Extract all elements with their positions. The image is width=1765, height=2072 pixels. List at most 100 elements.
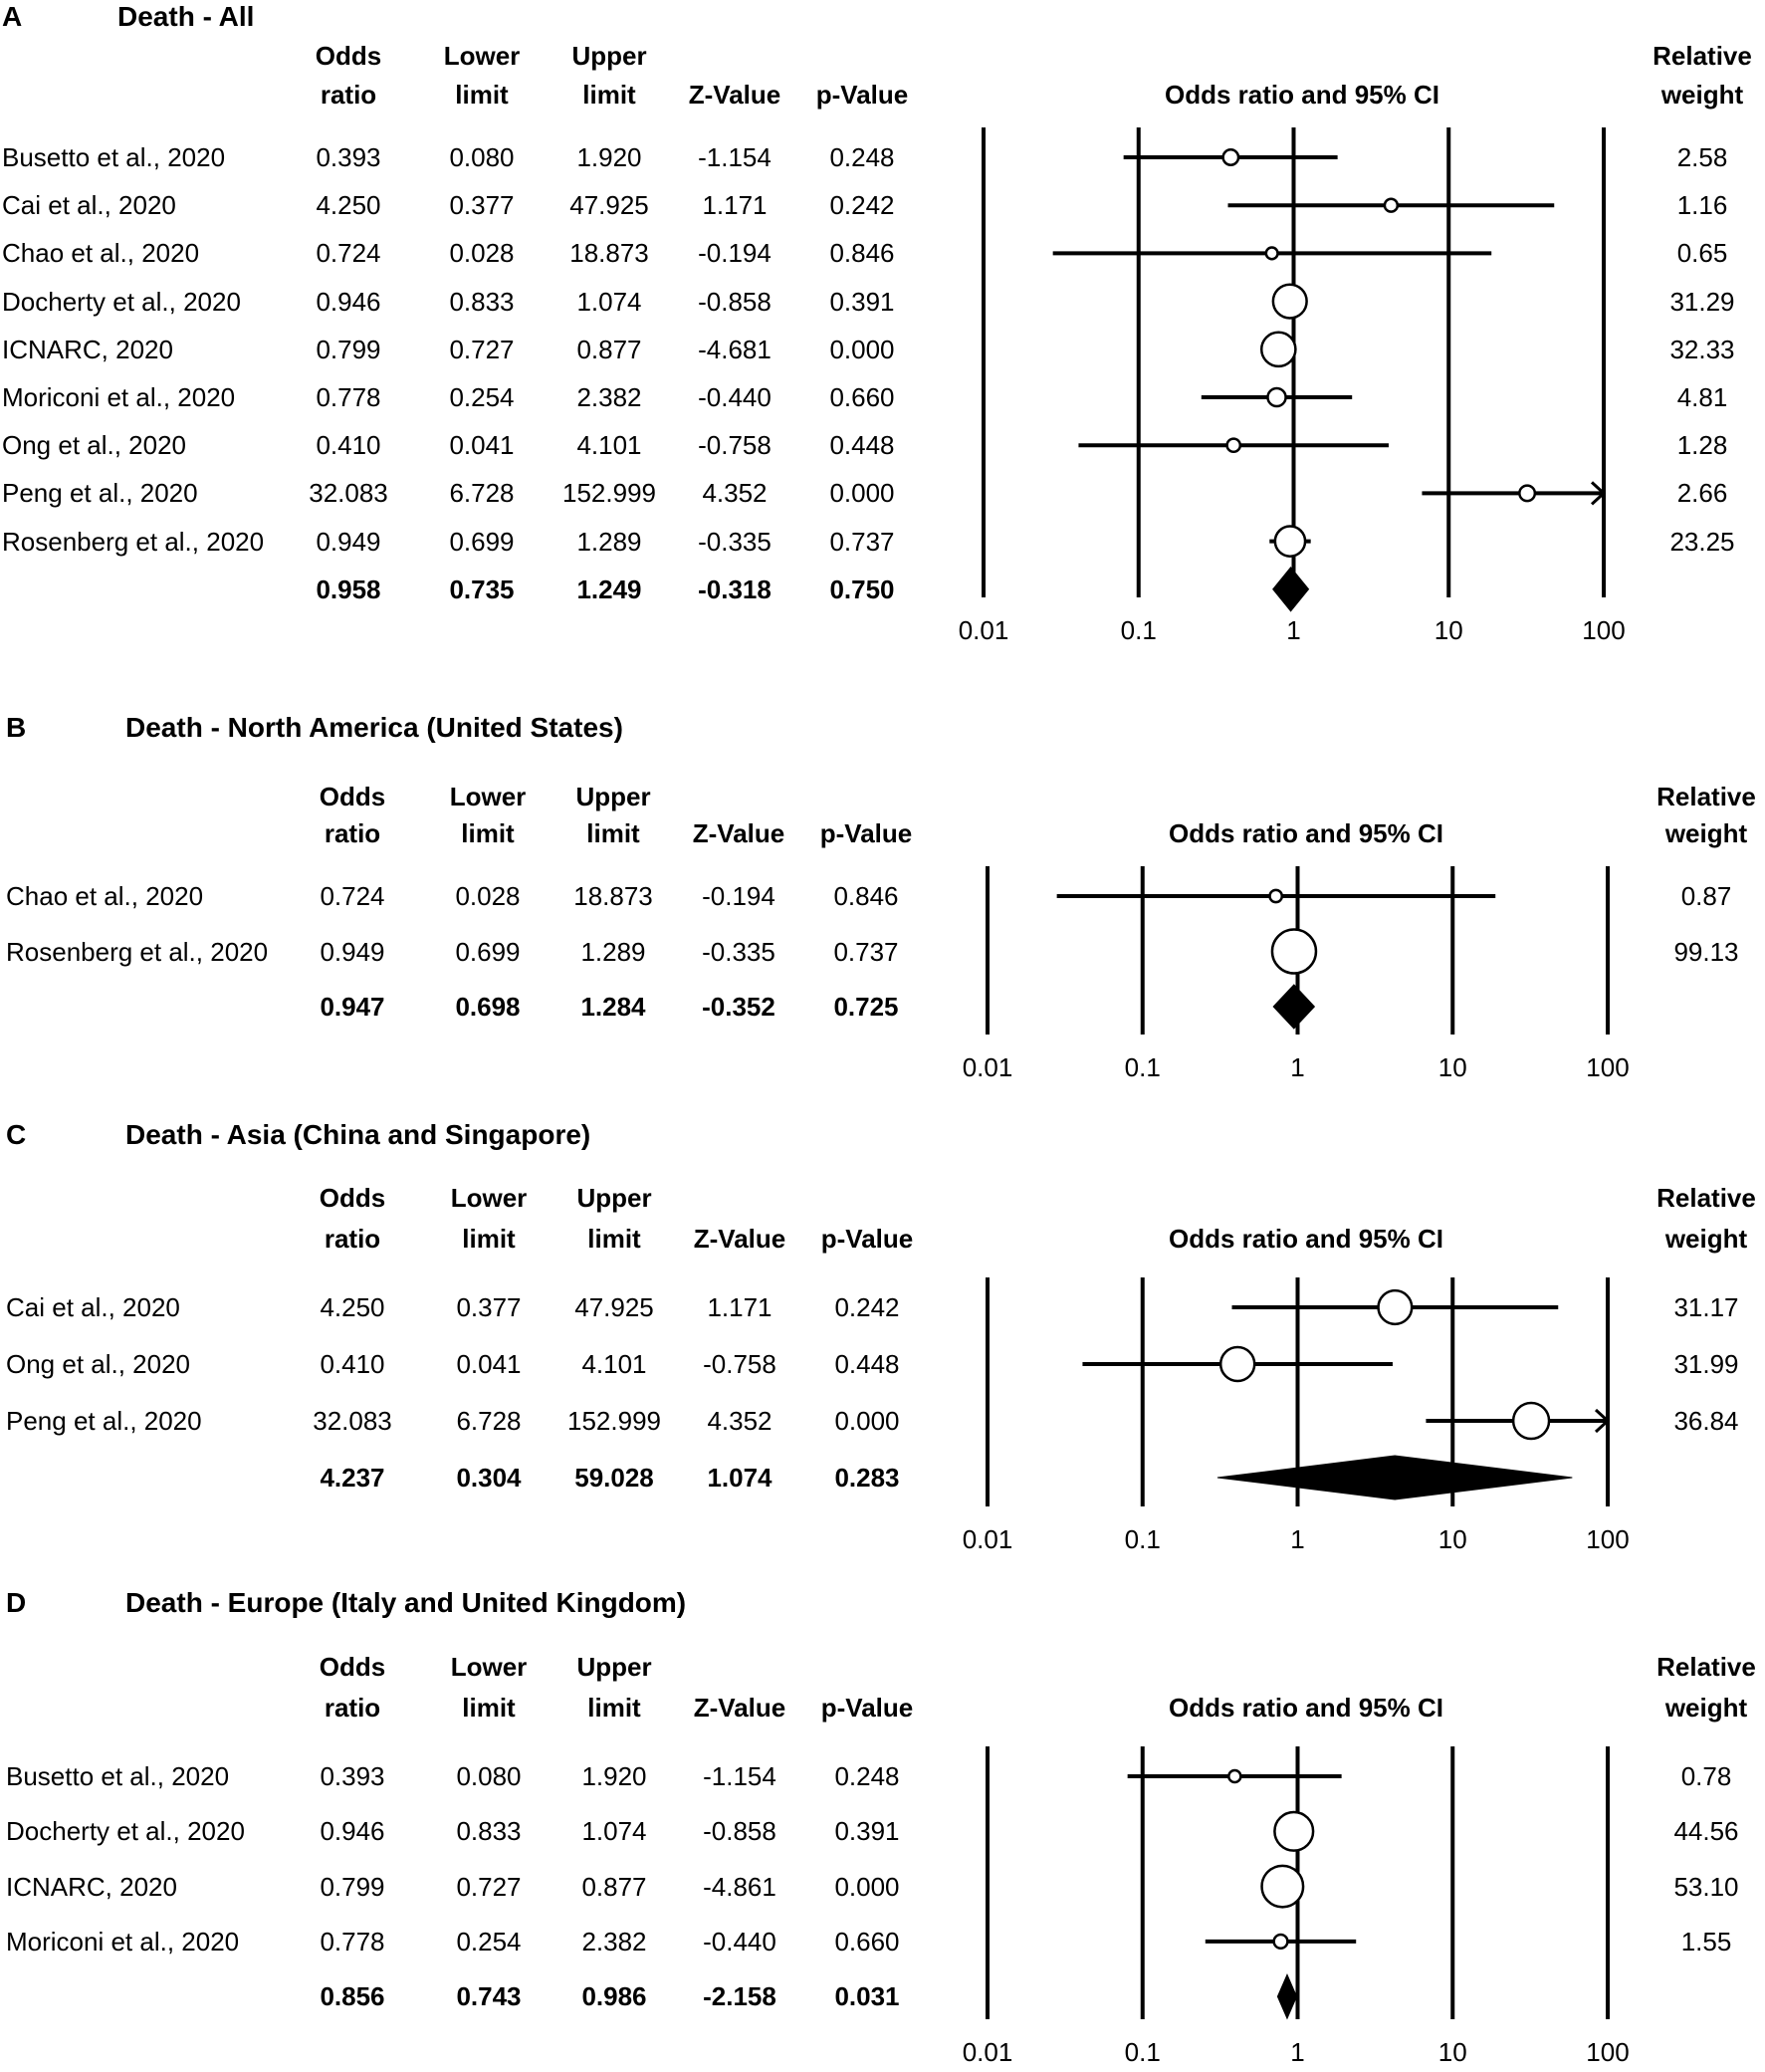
panel-a-row-or: 0.724 bbox=[316, 238, 381, 269]
panel-b-row-z: -0.194 bbox=[702, 881, 775, 911]
panel-c-row-lower: 6.728 bbox=[456, 1406, 522, 1436]
panel-a-row-weight: 31.29 bbox=[1669, 286, 1735, 317]
panel-c-ci-arrow bbox=[1594, 1408, 1611, 1434]
panel-d-summary-z: -2.158 bbox=[703, 1981, 776, 2012]
panel-b-point-estimate bbox=[1270, 928, 1318, 975]
panel-a-row-lower: 0.080 bbox=[449, 142, 515, 172]
panel-a-summary-upper: 1.249 bbox=[576, 574, 642, 604]
panel-a-hdr-ci: Odds ratio and 95% CI bbox=[1165, 80, 1439, 110]
panel-b-row-weight: 0.87 bbox=[1680, 881, 1732, 911]
panel-d-row-upper: 0.877 bbox=[581, 1871, 647, 1902]
panel-a-row-or: 0.799 bbox=[316, 334, 381, 364]
panel-d-hdr-weight-2: weight bbox=[1664, 1693, 1748, 1723]
panel-a-row-upper: 1.920 bbox=[576, 142, 642, 172]
panel-c-row-lower: 0.377 bbox=[456, 1292, 522, 1322]
panel-a-row-p: 0.000 bbox=[829, 334, 895, 364]
panel-a-letter: A bbox=[2, 1, 23, 32]
panel-b-row-or: 0.949 bbox=[320, 936, 385, 967]
panel-a-row-z: 4.352 bbox=[702, 478, 768, 509]
panel-a-row-upper: 4.101 bbox=[576, 430, 642, 461]
panel-d-row-z: -1.154 bbox=[703, 1761, 776, 1791]
panel-b-row-study: Rosenberg et al., 2020 bbox=[6, 936, 269, 967]
panel-b-hdr-ci: Odds ratio and 95% CI bbox=[1169, 818, 1443, 848]
panel-c-summary-or: 4.237 bbox=[320, 1463, 385, 1493]
panel-a-row-upper: 2.382 bbox=[576, 382, 642, 412]
panel-c-row-weight: 31.99 bbox=[1673, 1349, 1739, 1379]
panel-b-tick-label: 100 bbox=[1586, 1052, 1629, 1082]
panel-a-hdr-odds-ratio-2: ratio bbox=[320, 80, 377, 110]
panel-a-point-estimate bbox=[1266, 386, 1287, 408]
panel-c-hdr-weight-2: weight bbox=[1664, 1224, 1748, 1254]
panel-a-row-lower: 0.377 bbox=[449, 190, 515, 221]
panel-a-tick-label: 0.01 bbox=[959, 615, 1009, 645]
panel-a-point-estimate bbox=[1518, 484, 1537, 503]
panel-d-hdr-odds-ratio-2: ratio bbox=[324, 1693, 381, 1723]
panel-b-hdr-upper-limit-1: Upper bbox=[575, 782, 651, 811]
panel-d-row-lower: 0.727 bbox=[456, 1871, 522, 1902]
panel-a-hdr-weight-2: weight bbox=[1660, 80, 1744, 110]
panel-b-summary-diamond bbox=[1272, 984, 1316, 1030]
panel-a-row-study: Chao et al., 2020 bbox=[2, 238, 200, 269]
panel-d-point-estimate bbox=[1272, 1933, 1289, 1951]
panel-c-hdr-ci: Odds ratio and 95% CI bbox=[1169, 1224, 1443, 1254]
panel-d-row-weight: 1.55 bbox=[1680, 1926, 1732, 1957]
panel-a-row-upper: 152.999 bbox=[562, 478, 656, 509]
panel-c-row-or: 4.250 bbox=[320, 1292, 385, 1322]
panel-c-hdr-weight-1: Relative bbox=[1656, 1183, 1756, 1213]
panel-b-tick-label: 1 bbox=[1290, 1052, 1304, 1082]
panel-a-row-lower: 6.728 bbox=[449, 478, 515, 509]
panel-b-summary-p: 0.725 bbox=[833, 992, 899, 1022]
panel-d-forest-plot: 0.01 0.1 1 10 100 bbox=[963, 1746, 1630, 2067]
panel-b-tick-label: 0.01 bbox=[963, 1052, 1013, 1082]
panel-d-row-z: -0.440 bbox=[703, 1926, 776, 1957]
panel-a-row-z: -0.335 bbox=[698, 526, 772, 557]
panel-d-row-or: 0.946 bbox=[320, 1816, 385, 1847]
panel-d-row-upper: 1.920 bbox=[581, 1761, 647, 1791]
panel-b-point-estimate bbox=[1268, 888, 1284, 904]
panel-b-hdr-lower-limit-2: limit bbox=[461, 818, 515, 848]
panel-c-tick-label: 0.01 bbox=[963, 1524, 1013, 1554]
panel-a-row-or: 0.393 bbox=[316, 142, 381, 172]
panel-c-summary-lower: 0.304 bbox=[456, 1463, 522, 1493]
panel-c-row-or: 0.410 bbox=[320, 1349, 385, 1379]
panel-d-row-or: 0.393 bbox=[320, 1761, 385, 1791]
panel-a-row-weight: 1.28 bbox=[1676, 430, 1728, 461]
panel-a-point-estimate bbox=[1225, 437, 1242, 454]
panel-a-point-estimate bbox=[1383, 197, 1400, 213]
panel-b-row-z: -0.335 bbox=[702, 936, 775, 967]
panel-c-row-study: Peng et al., 2020 bbox=[6, 1406, 202, 1436]
panel-a-tick-label: 0.1 bbox=[1121, 615, 1157, 645]
panel-c-row-weight: 36.84 bbox=[1673, 1406, 1739, 1436]
panel-a-row-or: 4.250 bbox=[316, 190, 381, 221]
panel-b-row-p: 0.846 bbox=[833, 881, 899, 911]
panel-a-row-weight: 23.25 bbox=[1669, 526, 1735, 557]
panel-d-row-study: Busetto et al., 2020 bbox=[6, 1761, 230, 1791]
panel-a-summary-or: 0.958 bbox=[316, 574, 381, 604]
panel-d-hdr-p-value: p-Value bbox=[820, 1693, 914, 1723]
panel-d-hdr-odds-ratio-1: Odds bbox=[319, 1652, 386, 1682]
panel-c-hdr-lower-limit-2: limit bbox=[462, 1224, 516, 1254]
panel-d-row-z: -0.858 bbox=[703, 1816, 776, 1847]
panel-c-row-study: Ong et al., 2020 bbox=[6, 1349, 191, 1379]
panel-a-row-weight: 4.81 bbox=[1676, 382, 1728, 412]
panel-a-point-estimate bbox=[1259, 331, 1297, 368]
panel-a-row-z: -0.858 bbox=[698, 286, 772, 317]
panel-a-row-lower: 0.699 bbox=[449, 526, 515, 557]
panel-a-row-upper: 0.877 bbox=[576, 334, 642, 364]
panel-c-row-upper: 152.999 bbox=[567, 1406, 661, 1436]
panel-d-row-z: -4.861 bbox=[703, 1871, 776, 1902]
panel-a-row-or: 0.949 bbox=[316, 526, 381, 557]
panel-a-row-weight: 0.65 bbox=[1676, 238, 1728, 269]
panel-d-hdr-weight-1: Relative bbox=[1656, 1652, 1756, 1682]
panel-a-hdr-weight-1: Relative bbox=[1653, 41, 1752, 71]
panel-a-row-or: 32.083 bbox=[309, 478, 388, 509]
panel-c-row-upper: 47.925 bbox=[574, 1292, 654, 1322]
panel-b-tick-label: 10 bbox=[1438, 1052, 1467, 1082]
panel-c-row-z: -0.758 bbox=[703, 1349, 776, 1379]
panel-a-tick-label: 1 bbox=[1286, 615, 1300, 645]
panel-c-summary-z: 1.074 bbox=[707, 1463, 772, 1493]
panel-d-tick-label: 0.1 bbox=[1125, 2037, 1161, 2067]
panel-a-row-study: Peng et al., 2020 bbox=[2, 478, 198, 509]
panel-d-point-estimate bbox=[1227, 1768, 1242, 1784]
panel-a-row-study: Moriconi et al., 2020 bbox=[2, 382, 236, 412]
